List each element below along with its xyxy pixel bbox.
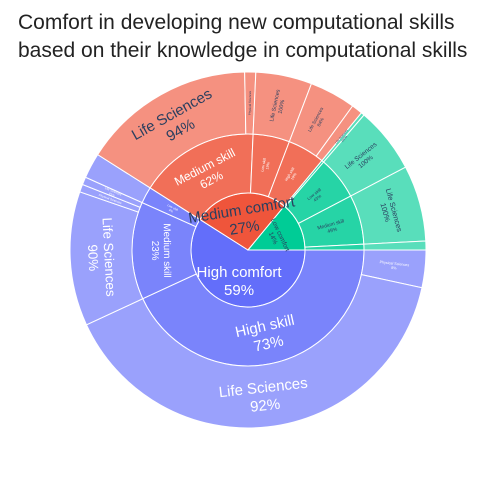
medium-comfort-1-low-skill-segment-percent: 19% — [265, 161, 271, 170]
high-comfort-0-medium-skill-1-life-sciences-segment-name: Life Sciences — [104, 186, 122, 197]
chart-title: Comfort in developing new computational … — [18, 9, 498, 65]
medium-comfort-segment-percent: 27% — [228, 217, 260, 238]
high-comfort-0-medium-skill-1-life-sciences-segment-name: Life Sciences — [100, 217, 119, 297]
low-comfort-2-low-skill-segment-percent: 43% — [312, 193, 322, 202]
sunburst-segments — [69, 71, 427, 429]
low-comfort-segment-percent: 14% — [267, 231, 279, 246]
high-comfort-0-high-skill-0-physical-sciences-segment-name: Physical Sciences — [379, 260, 409, 267]
high-comfort-0-medium-skill-segment-name: Medium skill — [161, 223, 172, 277]
medium-comfort-1-medium-skill-0-physical-sciences-segment-label: Physical Sciences — [248, 90, 252, 115]
high-comfort-0-medium-skill-segment-percent: 23% — [149, 241, 160, 261]
high-comfort-segment-percent: 59% — [224, 282, 254, 299]
low-comfort-2-medium-skill-segment-percent: 49% — [327, 226, 339, 235]
high-comfort-0-high-skill-0-life-sciences-segment-percent: 92% — [249, 396, 281, 416]
low-comfort-2-unlabeled-3-unlabeled-segment[interactable] — [363, 240, 427, 251]
medium-comfort-1-low-skill-segment-name: Low skill — [260, 158, 267, 173]
medium-comfort-1-medium-skill-0-physical-sciences-segment-name: Physical Sciences — [248, 90, 252, 115]
high-comfort-0-medium-skill-1-life-sciences-segment-percent: 90% — [85, 244, 101, 272]
medium-comfort-1-high-skill-2-life-sciences-segment-percent: 84% — [316, 117, 325, 127]
high-comfort-0-high-skill-0-physical-sciences-segment-percent: 8% — [391, 266, 397, 271]
high-comfort-0-low-skill-segment-name: Low skill — [167, 203, 179, 212]
chart-title-line-1: Comfort in developing new computational … — [18, 11, 455, 34]
medium-comfort-1-low-skill-1-life-sciences-segment-percent: 100% — [278, 99, 287, 114]
high-comfort-0-medium-skill-1-life-sciences-segment-percent: 91% — [108, 192, 115, 198]
high-comfort-0-high-skill-0-life-sciences-segment[interactable] — [85, 273, 423, 429]
low-comfort-2-unlabeled-0-life-sciences-segment-percent: 100% — [340, 134, 348, 143]
chart-title-line-2: based on their knowledge in computationa… — [18, 39, 468, 62]
medium-comfort-1-high-skill-segment-name: High skill — [284, 167, 295, 182]
high-comfort-0-high-skill-segment-percent: 73% — [252, 332, 285, 355]
high-comfort-segment-name: High comfort — [197, 264, 283, 281]
high-comfort-0-low-skill-segment-percent: 4% — [168, 208, 174, 214]
medium-comfort-1-high-skill-segment-percent: 19% — [290, 172, 298, 181]
